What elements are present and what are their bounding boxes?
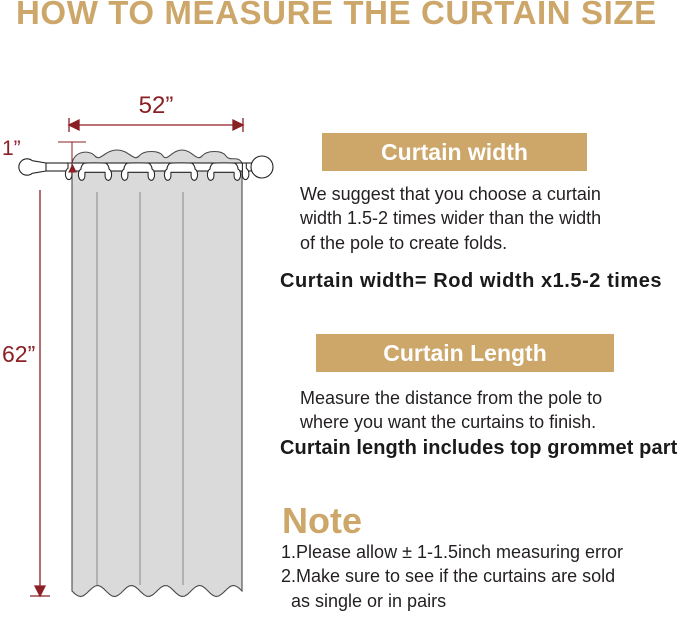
svg-text:52”: 52” [139,92,174,119]
svg-text:62”: 62” [2,341,35,367]
svg-text:1”: 1” [2,137,21,160]
